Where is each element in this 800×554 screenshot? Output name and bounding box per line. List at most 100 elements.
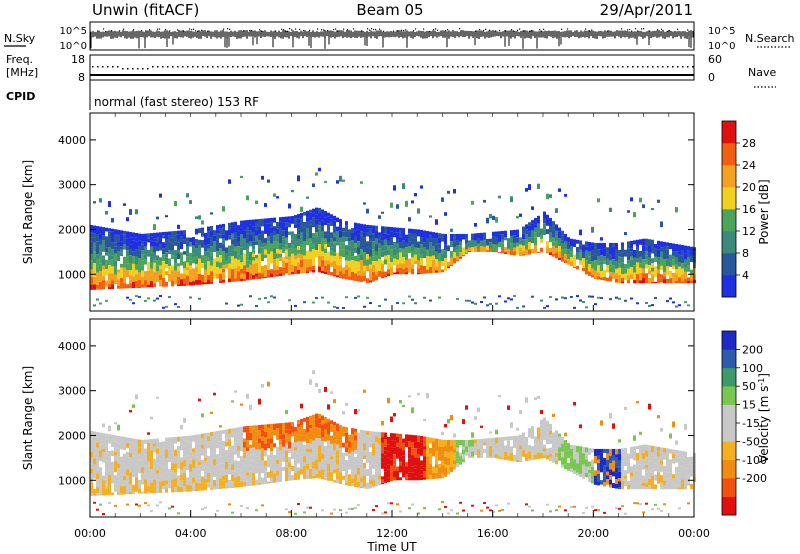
data-cell (519, 213, 522, 217)
data-cell (183, 486, 186, 492)
data-cell (387, 469, 390, 478)
data-cell (327, 434, 330, 441)
data-cell (507, 451, 510, 456)
data-cell (561, 451, 564, 458)
data-cell (288, 248, 291, 252)
data-cell (267, 218, 270, 224)
data-cell (294, 255, 297, 260)
data-cell (345, 231, 348, 238)
data-cell (552, 448, 555, 455)
data-cell (210, 252, 213, 256)
data-cell (666, 270, 669, 276)
noise-search-dot (635, 28, 637, 30)
data-cell (207, 472, 210, 479)
data-cell (162, 273, 165, 278)
data-cell (405, 477, 408, 481)
data-cell (618, 487, 621, 490)
nave-dot (577, 66, 579, 68)
data-cell (249, 471, 252, 478)
data-cell (561, 243, 564, 249)
data-cell (390, 237, 393, 246)
data-cell (372, 437, 375, 444)
data-cell (567, 469, 570, 471)
data-cell (285, 230, 288, 238)
data-cell (363, 244, 366, 253)
data-cell (132, 473, 135, 478)
data-cell (441, 249, 444, 254)
data-cell (594, 260, 597, 265)
data-cell (138, 286, 141, 288)
data-cell (189, 269, 192, 276)
data-cell (492, 511, 495, 514)
nave-dot (252, 66, 254, 68)
data-cell (270, 443, 273, 452)
data-cell (384, 245, 387, 251)
data-cell (375, 483, 378, 487)
data-cell (150, 416, 153, 420)
data-cell (249, 455, 252, 461)
data-cell (624, 447, 627, 455)
data-cell (126, 455, 129, 463)
data-cell (264, 276, 267, 278)
data-cell (225, 487, 228, 489)
data-cell (174, 235, 177, 242)
data-cell (618, 249, 621, 254)
data-cell (378, 479, 381, 483)
data-cell (639, 267, 642, 273)
nave-dot (122, 68, 124, 70)
data-cell (360, 436, 363, 443)
data-cell (174, 278, 177, 285)
data-cell (186, 435, 189, 442)
data-cell (522, 432, 525, 441)
data-cell (264, 431, 267, 438)
data-cell (273, 296, 276, 299)
data-cell (282, 260, 285, 268)
data-cell (234, 238, 237, 247)
nave-dot (372, 66, 374, 68)
data-cell (636, 401, 639, 404)
data-cell (105, 445, 108, 453)
data-cell (546, 247, 549, 254)
data-cell (465, 442, 468, 447)
data-cell (369, 436, 372, 443)
data-cell (354, 456, 357, 465)
nave-dot (312, 66, 314, 68)
data-cell (684, 271, 687, 280)
data-cell (606, 247, 609, 253)
data-cell (456, 233, 459, 241)
x-tick-label: 08:00 (275, 527, 307, 540)
data-cell (609, 260, 612, 265)
data-cell (423, 449, 426, 457)
data-cell (636, 302, 639, 305)
data-cell (207, 275, 210, 280)
data-cell (108, 474, 111, 482)
data-cell (357, 474, 360, 482)
data-cell (135, 237, 138, 242)
data-cell (186, 262, 189, 268)
data-cell (636, 464, 639, 470)
data-cell (279, 456, 282, 463)
data-cell (114, 480, 117, 488)
data-cell (306, 239, 309, 246)
data-cell (297, 214, 300, 219)
data-cell (180, 236, 183, 242)
data-cell (210, 483, 213, 489)
data-cell (213, 465, 216, 471)
nave-dot (392, 66, 394, 68)
data-cell (630, 476, 633, 483)
data-cell (534, 237, 537, 246)
y-tick-label: 1000 (58, 268, 86, 281)
data-cell (297, 423, 300, 428)
data-cell (420, 465, 423, 470)
data-cell (321, 424, 324, 432)
data-cell (417, 512, 420, 515)
data-cell (579, 424, 582, 429)
nave-dot (167, 66, 169, 68)
data-cell (348, 250, 351, 255)
data-cell (153, 446, 156, 453)
nave-dot (282, 66, 284, 68)
data-cell (330, 471, 333, 478)
data-cell (207, 237, 210, 245)
data-cell (639, 451, 642, 460)
data-cell (663, 272, 666, 277)
